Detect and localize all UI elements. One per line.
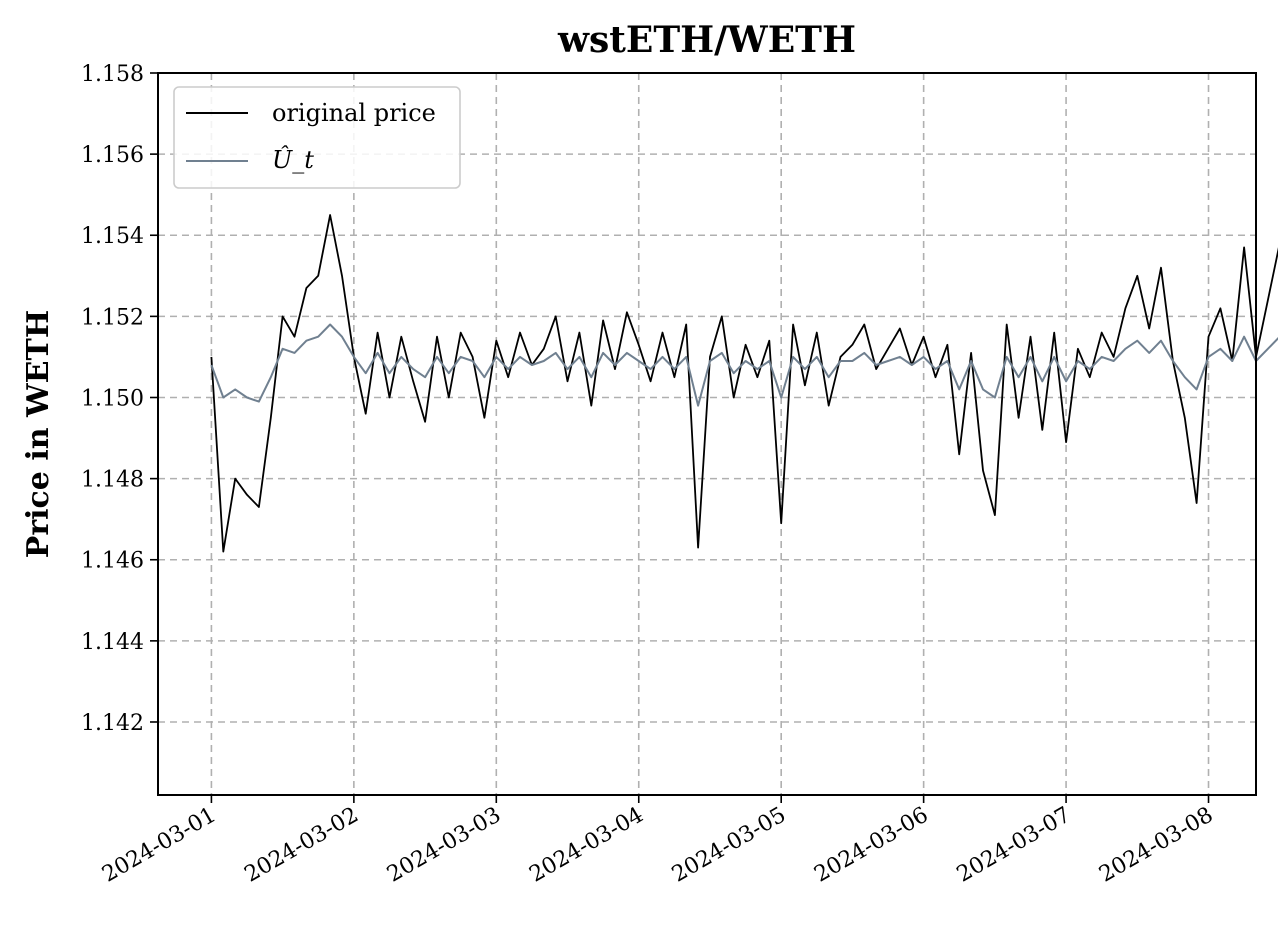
series-line-1 xyxy=(210,214,1278,553)
y-tick-label: 1.150 xyxy=(81,386,144,411)
y-tick-label: 1.152 xyxy=(81,305,144,330)
y-tick-label: 1.148 xyxy=(81,468,144,493)
y-axis-label: Price in WETH xyxy=(21,310,56,558)
y-tick-label: 1.142 xyxy=(81,711,144,736)
x-tick-label: 2024-03-01 xyxy=(98,803,220,888)
x-tick-label: 2024-03-07 xyxy=(953,803,1075,888)
x-tick-label: 2024-03-02 xyxy=(241,803,363,888)
y-tick-label: 1.156 xyxy=(81,143,144,168)
x-tick-label: 2024-03-06 xyxy=(810,803,932,888)
y-tick-label: 1.154 xyxy=(81,224,144,249)
plot-frame xyxy=(157,72,1257,796)
legend-label-original-price: original price xyxy=(272,99,436,127)
y-tick-label: 1.144 xyxy=(81,630,144,655)
y-tick-label: 1.146 xyxy=(81,549,144,574)
x-tick-label: 2024-03-05 xyxy=(668,803,790,888)
y-tick-label: 1.158 xyxy=(81,62,144,87)
legend-label-u-hat: Û_t xyxy=(272,145,314,174)
legend: original price Û_t xyxy=(173,86,461,189)
chart-title: wstETH/WETH xyxy=(557,19,856,61)
series-line-2 xyxy=(210,323,1278,407)
x-tick-label: 2024-03-03 xyxy=(383,803,505,888)
series-layer xyxy=(210,214,1278,553)
x-tick-label: 2024-03-04 xyxy=(525,803,647,888)
x-tick-label: 2024-03-08 xyxy=(1095,803,1217,888)
